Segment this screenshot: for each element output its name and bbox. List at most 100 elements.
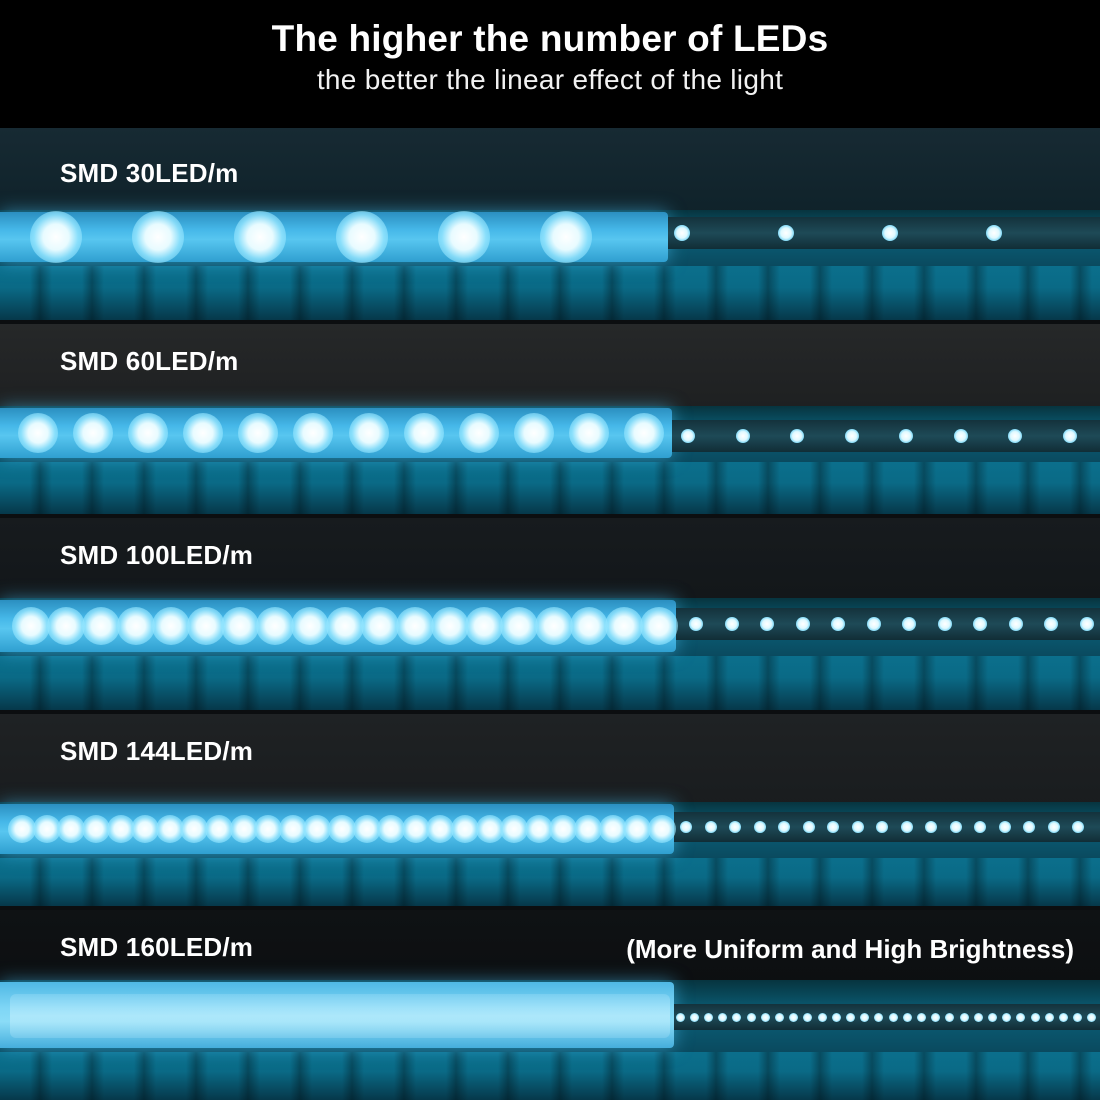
bare-led [689,617,703,631]
diffused-led [458,413,499,453]
diffused-led [205,815,234,843]
row-label: SMD 144LED/m [60,736,254,766]
divider [0,710,1100,714]
diffused-led [475,815,504,843]
diffused-led [465,607,504,645]
row-note: (More Uniform and High Brightness) [626,934,1074,964]
diffused-led [131,815,160,843]
bare-led [1002,1012,1012,1022]
diffused-led [326,607,364,645]
bare-led [802,821,815,833]
bare-led [987,1012,997,1022]
led-row-144: SMD 144LED/m [0,714,1100,906]
diffused-led [221,607,260,645]
bare-led-strip [676,608,1100,640]
diffused-led [524,815,553,843]
bare-led [795,617,810,631]
bare-led [827,821,839,833]
floor-reflection [0,1052,1100,1100]
diffused-led [293,413,334,453]
bare-led [1016,1012,1026,1022]
bare-led [675,1012,685,1022]
bare-led [866,617,881,631]
diffused-led [377,815,406,843]
floor-reflection [0,462,1100,514]
bare-led [899,429,913,443]
led-row-60: SMD 60LED/m [0,324,1100,514]
diffused-led [438,211,490,263]
diffused-led [500,815,529,843]
bare-led [845,1012,855,1022]
diffused-led [132,211,184,263]
divider [0,514,1100,518]
diffused-led [598,815,627,843]
diffused-led [573,815,602,843]
row-label: SMD 60LED/m [60,346,239,376]
diffused-led [256,607,295,645]
bare-led [931,1012,941,1022]
bare-led [1008,429,1022,443]
bare-led [953,429,968,443]
bare-led [1044,1012,1054,1022]
bare-led [1087,1012,1097,1022]
bare-led [703,1012,713,1022]
bare-led [831,617,845,631]
led-row-100: SMD 100LED/m [0,518,1100,710]
page-subtitle: the better the linear effect of the ligh… [316,64,784,95]
header: The higher the number of LEDs the better… [0,0,1100,128]
diffused-led [254,815,283,843]
diffused-led [336,211,388,263]
led-row-160: SMD 160LED/m (More Uniform and High Brig… [0,910,1100,1100]
diffused-led [623,815,652,843]
bare-led [902,617,916,631]
diffused-led [500,607,539,645]
bare-led [949,821,962,833]
diffused-led [352,815,381,843]
bare-led [790,429,804,443]
bare-led [902,1012,912,1022]
bare-led [674,225,690,241]
diffused-led [639,607,678,645]
bare-led [851,821,864,833]
bare-led [888,1012,898,1022]
diffused-led [647,815,676,843]
bare-led [817,1012,827,1022]
diffused-led [624,413,665,453]
bare-led [1047,821,1060,833]
diffused-led [47,607,86,645]
diffused-led [348,413,389,453]
diffused-led [426,815,455,843]
bare-led [746,1012,756,1022]
bare-led [1073,1012,1083,1022]
divider [0,320,1100,324]
bare-led [1072,821,1084,833]
bare-led [778,821,790,833]
diffused-led [549,815,578,843]
diffused-led [430,607,469,645]
diffused-led [395,607,434,645]
bare-led [876,821,888,833]
bare-led [1023,821,1035,833]
divider [0,906,1100,910]
diffused-light-band [10,994,670,1038]
bare-led [1079,617,1094,631]
bare-led [1030,1012,1040,1022]
diffused-led [116,607,155,645]
diffused-led [328,815,356,843]
bare-led [1044,617,1058,631]
diffused-led [291,607,330,645]
diffused-led [514,413,555,453]
diffused-led [17,413,58,453]
bare-led [973,1012,983,1022]
diffused-led [450,815,479,843]
bare-led [760,1012,770,1022]
led-row-30: SMD 30LED/m [0,128,1100,320]
row-label: SMD 100LED/m [60,540,254,570]
bare-led [874,1012,884,1022]
bare-led [774,1012,784,1022]
diffused-led [106,815,135,843]
diffused-led [569,413,610,453]
bare-led [937,617,952,631]
diffused-led [127,413,168,453]
